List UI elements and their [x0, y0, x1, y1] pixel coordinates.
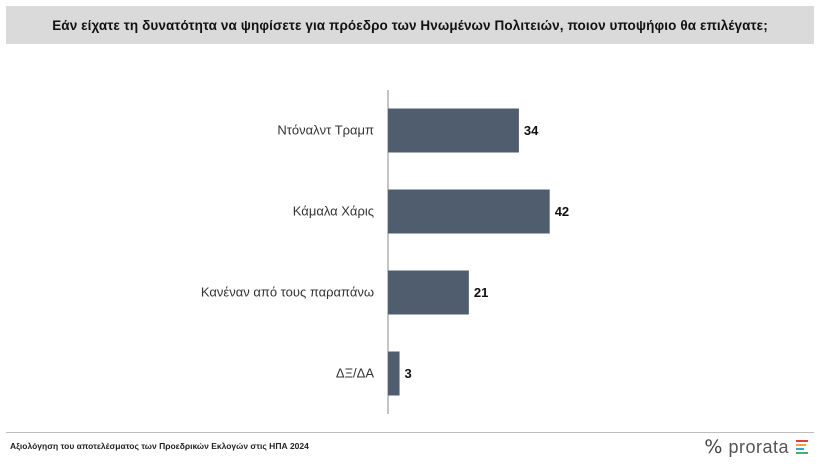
value-label: 42	[555, 204, 569, 219]
value-label: 34	[524, 123, 539, 138]
footer-divider	[6, 432, 814, 433]
brand-stripe	[796, 440, 808, 442]
prorata-stripes-icon	[796, 440, 808, 454]
footer-note: Αξιολόγηση του αποτελέσματος των Προεδρι…	[10, 441, 309, 451]
category-label: Κανέναν από τους παραπάνω	[201, 285, 374, 300]
category-label: ΔΞ/ΔΑ	[336, 366, 374, 381]
brand-stripe	[796, 444, 806, 446]
brand-logo: % prorata	[704, 436, 808, 458]
value-label: 3	[405, 366, 412, 381]
chart-title: Εάν είχατε τη δυνατότητα να ψηφίσετε για…	[52, 17, 768, 33]
bar	[388, 270, 469, 315]
brand-stripe	[796, 452, 808, 454]
category-label: Ντόναλντ Τραμπ	[277, 123, 374, 138]
value-label: 21	[474, 285, 488, 300]
bar	[388, 108, 519, 153]
category-label: Κάμαλα Χάρις	[293, 204, 374, 219]
bar	[388, 351, 400, 396]
brand-stripe	[796, 448, 804, 450]
percent-icon: %	[704, 435, 723, 458]
title-bar: Εάν είχατε τη δυνατότητα να ψηφίσετε για…	[6, 6, 814, 44]
bar	[388, 189, 550, 234]
brand-name: prorata	[728, 436, 789, 457]
